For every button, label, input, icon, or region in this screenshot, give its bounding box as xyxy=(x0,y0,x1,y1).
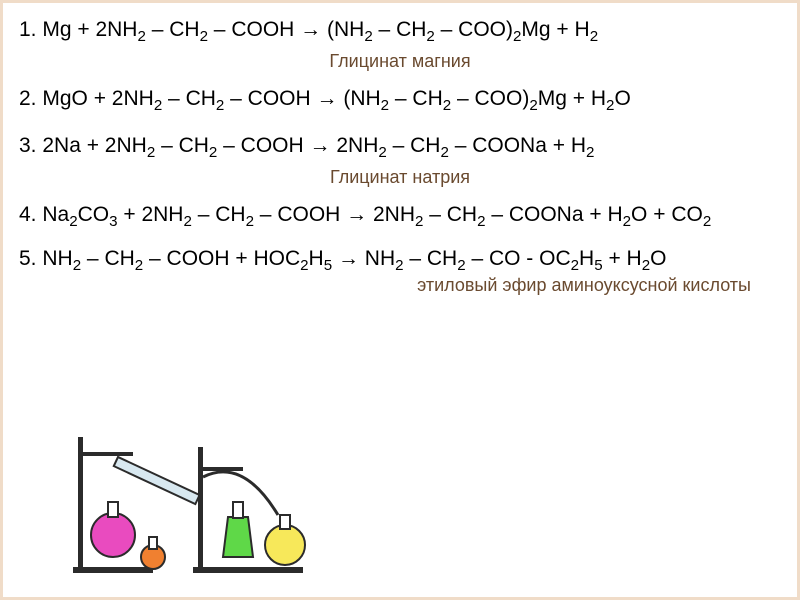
label-1: Глицинат магния xyxy=(19,51,781,72)
equation-3: 3. 2Na + 2NH2 – CH2 – COOH → 2NH2 – CH2 … xyxy=(19,131,781,163)
equation-2: 2. MgO + 2NH2 – CH2 – COOH → (NH2 – CH2 … xyxy=(19,84,781,116)
equation-1: 1. Mg + 2NH2 – CH2 – COOH → (NH2 – CH2 –… xyxy=(19,15,781,47)
label-5: этиловый эфир аминоуксусной кислоты xyxy=(19,275,751,296)
chemistry-apparatus-icon xyxy=(63,407,323,577)
slide-frame: 1. Mg + 2NH2 – CH2 – COOH → (NH2 – CH2 –… xyxy=(0,0,800,600)
equation-5: 5. NH2 – CH2 – COOH + HOC2H5 → NH2 – CH2… xyxy=(19,244,781,276)
equation-4: 4. Na2CO3 + 2NH2 – CH2 – COOH → 2NH2 – C… xyxy=(19,200,781,232)
label-3: Глицинат натрия xyxy=(19,167,781,188)
